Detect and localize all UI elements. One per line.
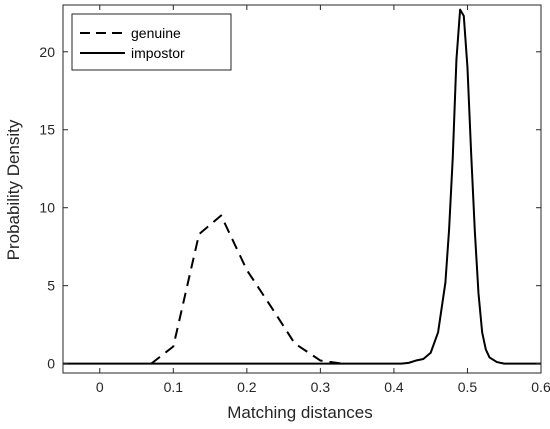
x-axis-label: Matching distances	[227, 403, 373, 422]
x-tick-label: 0.6	[531, 379, 550, 395]
x-tick-label: 0.1	[164, 379, 184, 395]
x-tick-label: 0.2	[237, 379, 257, 395]
y-tick-label: 15	[39, 122, 55, 138]
legend-label-impostor: impostor	[131, 45, 185, 61]
series-line-impostor	[63, 8, 541, 365]
legend-box	[71, 13, 232, 71]
y-tick-label: 0	[47, 356, 55, 372]
legend-label-genuine: genuine	[131, 25, 181, 41]
legend: genuine impostor	[71, 13, 232, 71]
x-tick-label: 0	[96, 379, 104, 395]
x-tick-label: 0.5	[458, 379, 478, 395]
x-tick-label: 0.3	[311, 379, 331, 395]
axes-layer	[62, 4, 542, 374]
axes-box	[62, 4, 542, 374]
ticks-layer: 0 0.1 0.2 0.3 0.4 0.5 0.6 0 5 10 15 20	[39, 5, 550, 395]
x-tick-label: 0.4	[384, 379, 404, 395]
y-tick-label: 5	[47, 278, 55, 294]
y-axis-label: Probability Density	[4, 119, 23, 260]
y-tick-label: 10	[39, 200, 55, 216]
y-tick-label: 20	[39, 44, 55, 60]
series-layer	[63, 8, 541, 365]
